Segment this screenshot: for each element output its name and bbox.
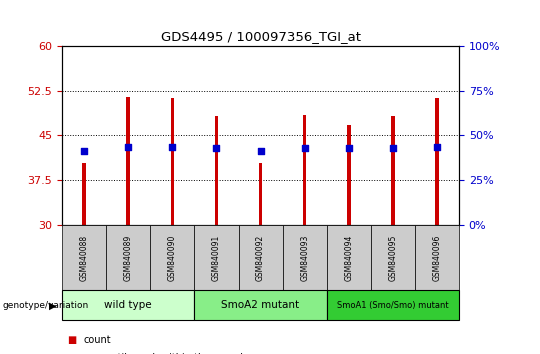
Text: ▶: ▶ (49, 300, 57, 310)
Bar (83, 164, 86, 225)
Bar (435, 98, 438, 225)
Bar (215, 116, 218, 225)
Point (345, 145, 353, 151)
Text: wild type: wild type (104, 300, 152, 310)
Text: GSM840091: GSM840091 (212, 234, 221, 281)
Bar (171, 98, 174, 225)
Text: SmoA2 mutant: SmoA2 mutant (221, 300, 300, 310)
Text: SmoA1 (Smo/Smo) mutant: SmoA1 (Smo/Smo) mutant (337, 301, 449, 310)
Text: GSM840089: GSM840089 (124, 234, 133, 281)
Text: GSM840090: GSM840090 (168, 234, 177, 281)
Text: GSM840094: GSM840094 (345, 234, 353, 281)
Text: percentile rank within the sample: percentile rank within the sample (84, 353, 249, 354)
Text: count: count (84, 335, 111, 345)
Text: GSM840092: GSM840092 (256, 234, 265, 281)
Point (388, 145, 397, 151)
Title: GDS4495 / 100097356_TGI_at: GDS4495 / 100097356_TGI_at (160, 30, 361, 44)
Point (433, 144, 441, 150)
Point (300, 145, 309, 150)
Text: genotype/variation: genotype/variation (3, 301, 89, 310)
Bar (391, 116, 395, 225)
Point (212, 145, 221, 151)
Point (80, 148, 89, 153)
Text: ■: ■ (68, 335, 77, 345)
Bar (347, 125, 350, 225)
Point (256, 148, 265, 153)
Text: ■: ■ (68, 353, 77, 354)
Bar (259, 163, 262, 225)
Bar (303, 115, 306, 225)
Point (168, 144, 177, 150)
Point (124, 144, 133, 150)
Text: GSM840096: GSM840096 (433, 234, 441, 281)
Text: GSM840095: GSM840095 (388, 234, 397, 281)
Text: GSM840088: GSM840088 (80, 234, 89, 281)
Bar (126, 97, 130, 225)
Text: GSM840093: GSM840093 (300, 234, 309, 281)
